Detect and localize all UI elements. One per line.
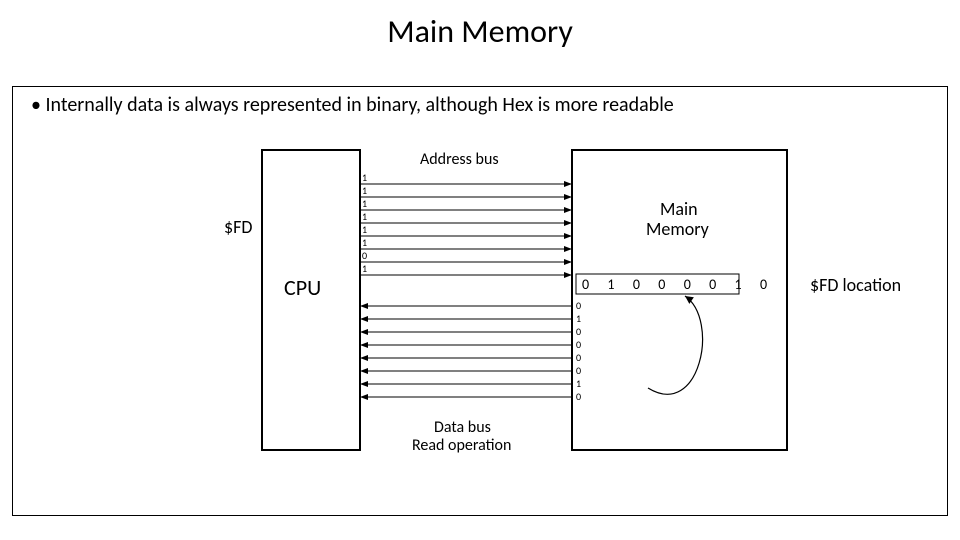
data-bit: 0 [576, 353, 581, 363]
data-bit: 0 [576, 366, 581, 376]
address-bit: 1 [362, 238, 367, 248]
fd-label: $FD [224, 216, 252, 238]
address-bus-label: Address bus [420, 150, 499, 169]
cpu-label: CPU [284, 274, 321, 301]
address-bit: 1 [362, 173, 367, 183]
address-bit: 1 [362, 199, 367, 209]
data-bit: 1 [576, 314, 581, 324]
data-bit: 0 [576, 327, 581, 337]
data-bit: 0 [576, 301, 581, 311]
data-bit: 0 [576, 392, 581, 402]
address-bit: 1 [362, 186, 367, 196]
data-bus-label-line1: Data bus [434, 418, 491, 437]
data-bus-label-line2: Read operation [412, 436, 511, 455]
main-memory-label-line1: Main [660, 198, 698, 220]
main-memory-label-line2: Memory [646, 218, 709, 240]
diagram-svg [0, 0, 960, 540]
address-bit: 0 [362, 251, 367, 261]
memory-cell-value: 0 1 0 0 0 0 1 0 [582, 276, 771, 293]
data-bit: 0 [576, 340, 581, 350]
address-bit: 1 [362, 264, 367, 274]
data-bit: 1 [576, 379, 581, 389]
address-bit: 1 [362, 225, 367, 235]
fd-location-label: $FD location [810, 274, 901, 296]
address-bit: 1 [362, 212, 367, 222]
